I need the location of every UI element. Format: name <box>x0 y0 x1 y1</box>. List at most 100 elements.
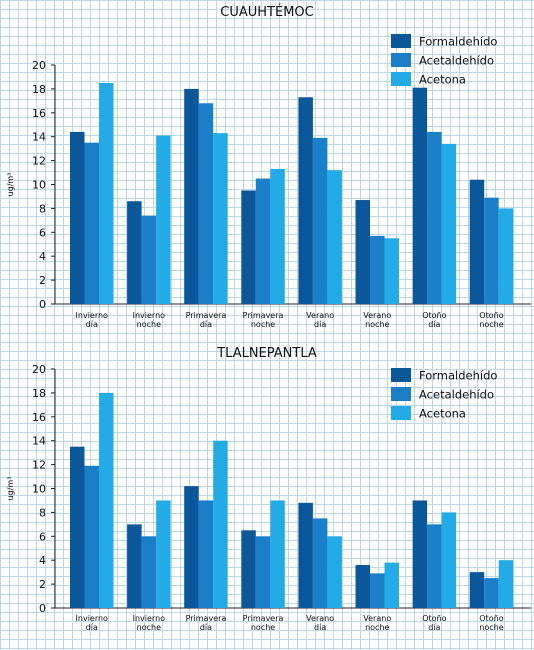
bar-formaldehído-8 <box>469 572 485 608</box>
category-label: noche <box>251 320 275 329</box>
category-label: noche <box>365 623 389 632</box>
category-label: Primavera <box>186 614 227 623</box>
category-label: Otoño <box>422 311 446 320</box>
bar-acetona-7 <box>441 512 457 608</box>
bar-acetona-1 <box>99 392 114 608</box>
legend: Formaldehído Acetaldehído Acetona <box>391 34 497 87</box>
y-tick-label: 0 <box>39 602 46 615</box>
category-label: día <box>200 623 212 632</box>
bar-acetona-4 <box>270 500 285 608</box>
category-label: Verano <box>363 614 391 623</box>
bar-acetona-3 <box>213 133 228 304</box>
bar-acetona-2 <box>156 500 171 608</box>
category-label: Verano <box>306 311 334 320</box>
category-label: Primavera <box>243 614 284 623</box>
legend-label: Formaldehído <box>419 35 497 49</box>
y-tick-label: 8 <box>39 506 46 519</box>
bar-acetona-5 <box>327 536 342 608</box>
y-tick-label: 14 <box>32 435 46 448</box>
y-tick-label: 14 <box>32 131 46 144</box>
category-label: Otoño <box>479 311 503 320</box>
bar-formaldehído-3 <box>184 88 199 305</box>
category-label: Invierno <box>76 614 109 623</box>
category-label: día <box>86 320 98 329</box>
legend-label: Acetona <box>419 73 466 87</box>
bar-formaldehído-5 <box>298 502 313 608</box>
bar-acetaldehído-3 <box>198 103 214 305</box>
legend-label: Acetaldehído <box>419 388 494 402</box>
category-label: Invierno <box>76 311 109 320</box>
y-tick-label: 10 <box>32 483 46 496</box>
legend-swatch-acetaldehído <box>391 387 411 401</box>
legend-label: Acetona <box>419 407 466 421</box>
y-tick-label: 18 <box>32 83 46 96</box>
bar-formaldehído-6 <box>355 564 370 608</box>
bar-formaldehído-4 <box>241 190 256 304</box>
legend-label: Formaldehído <box>419 369 497 383</box>
category-label: día <box>200 320 212 329</box>
y-tick-label: 0 <box>39 298 46 311</box>
category-label: noche <box>479 623 503 632</box>
bar-acetaldehído-8 <box>484 578 499 608</box>
legend-swatch-formaldehído <box>391 368 411 382</box>
bar-acetaldehído-3 <box>198 500 214 608</box>
bar-formaldehído-1 <box>70 446 85 608</box>
bar-acetona-1 <box>99 82 114 304</box>
legend-swatch-formaldehído <box>391 34 411 48</box>
category-label: Verano <box>363 311 391 320</box>
category-label: día <box>314 623 326 632</box>
bar-acetona-3 <box>213 440 228 608</box>
y-tick-label: 10 <box>32 179 46 192</box>
chart-title: CUAUHTÉMOC <box>220 4 313 20</box>
bar-acetaldehído-8 <box>484 197 499 304</box>
legend: Formaldehído Acetaldehído Acetona <box>391 368 497 421</box>
bar-formaldehído-8 <box>469 179 485 304</box>
y-tick-label: 18 <box>32 387 46 400</box>
category-label: día <box>314 320 326 329</box>
y-tick-label: 4 <box>39 554 46 567</box>
bar-acetaldehído-6 <box>370 573 385 608</box>
y-tick-label: 4 <box>39 250 46 263</box>
bar-acetaldehído-7 <box>427 524 442 608</box>
bar-acetaldehído-5 <box>312 518 328 608</box>
y-tick-label: 20 <box>32 363 46 376</box>
bar-acetona-7 <box>441 143 457 304</box>
bar-formaldehído-4 <box>241 530 256 608</box>
category-label: noche <box>137 320 161 329</box>
bar-acetona-5 <box>327 170 342 304</box>
bar-acetona-6 <box>384 238 399 304</box>
bar-formaldehído-3 <box>184 486 199 608</box>
chart-title: TLALNEPANTLA <box>216 346 317 361</box>
category-label: Otoño <box>479 614 503 623</box>
bar-acetaldehído-6 <box>370 235 385 304</box>
y-tick-label: 8 <box>39 202 46 215</box>
bar-formaldehído-2 <box>127 201 142 304</box>
legend-swatch-acetona <box>391 72 411 86</box>
y-tick-label: 20 <box>32 59 46 72</box>
bar-acetaldehído-4 <box>255 536 271 608</box>
category-label: noche <box>137 623 161 632</box>
y-tick-label: 6 <box>39 226 46 239</box>
category-label: Primavera <box>186 311 227 320</box>
chart-2: TLALNEPANTLA ug/m³ 0 2 4 6 8 10 12 14 16 18 20 Invier… <box>6 346 531 632</box>
bar-formaldehído-6 <box>355 200 370 304</box>
category-label: día <box>428 320 440 329</box>
bar-formaldehído-1 <box>70 131 85 304</box>
y-axis-label: ug/m³ <box>6 477 15 501</box>
category-label: noche <box>479 320 503 329</box>
category-label: Invierno <box>133 311 166 320</box>
bar-acetona-8 <box>498 560 514 608</box>
y-axis-label: ug/m³ <box>6 173 15 197</box>
bar-acetona-8 <box>498 208 514 304</box>
bar-formaldehído-7 <box>412 500 428 608</box>
bar-formaldehído-2 <box>127 524 142 608</box>
bar-acetaldehído-1 <box>84 465 99 608</box>
bar-acetona-6 <box>384 562 399 608</box>
category-label: Verano <box>306 614 334 623</box>
bar-formaldehído-7 <box>412 87 428 304</box>
y-tick-label: 12 <box>32 459 46 472</box>
bar-formaldehído-5 <box>298 97 313 304</box>
y-tick-label: 12 <box>32 155 46 168</box>
category-label: Invierno <box>133 614 166 623</box>
legend-label: Acetaldehído <box>419 54 494 68</box>
